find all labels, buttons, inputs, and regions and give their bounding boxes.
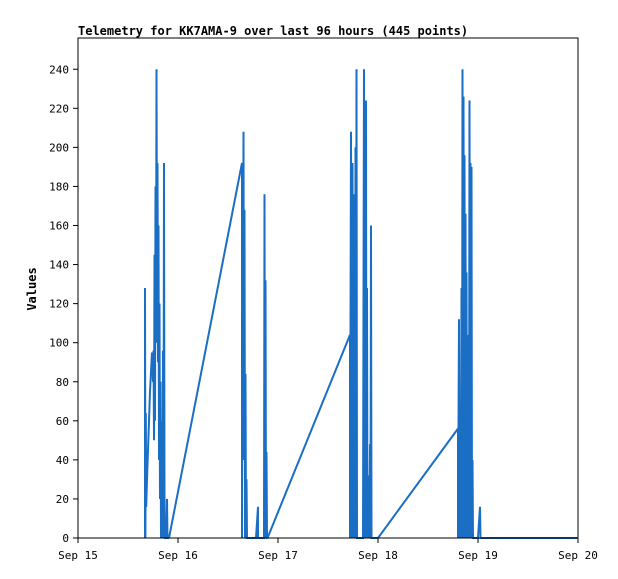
y-tick-label: 200 bbox=[49, 141, 69, 154]
x-tick-label: Sep 17 bbox=[258, 549, 298, 562]
x-axis: Sep 15 Sep 16 Sep 17 Sep 18 Sep 19 Sep 20 bbox=[58, 538, 598, 562]
y-tick-label: 80 bbox=[56, 376, 69, 389]
y-tick-label: 160 bbox=[49, 220, 69, 233]
x-tick-label: Sep 16 bbox=[158, 549, 198, 562]
y-tick-label: 240 bbox=[49, 63, 69, 76]
y-tick-label: 140 bbox=[49, 259, 69, 272]
y-tick-label: 60 bbox=[56, 415, 69, 428]
x-tick-label: Sep 18 bbox=[358, 549, 398, 562]
chart-title: Telemetry for KK7AMA-9 over last 96 hour… bbox=[78, 24, 468, 38]
y-tick-label: 20 bbox=[56, 493, 69, 506]
y-tick-label: 0 bbox=[62, 532, 69, 545]
y-axis: 0 20 40 60 80 100 120 140 160 180 200 220 240 bbox=[49, 63, 78, 545]
series-layer bbox=[78, 69, 578, 539]
x-tick-label: Sep 20 bbox=[558, 549, 598, 562]
x-tick-label: Sep 15 bbox=[58, 549, 98, 562]
x-tick-label: Sep 19 bbox=[458, 549, 498, 562]
y-tick-label: 120 bbox=[49, 298, 69, 311]
y-tick-label: 180 bbox=[49, 180, 69, 193]
y-tick-label: 100 bbox=[49, 337, 69, 350]
y-axis-label: Values bbox=[25, 267, 39, 310]
plot-area bbox=[77, 37, 579, 539]
y-tick-label: 220 bbox=[49, 102, 69, 115]
y-tick-label: 40 bbox=[56, 454, 69, 467]
